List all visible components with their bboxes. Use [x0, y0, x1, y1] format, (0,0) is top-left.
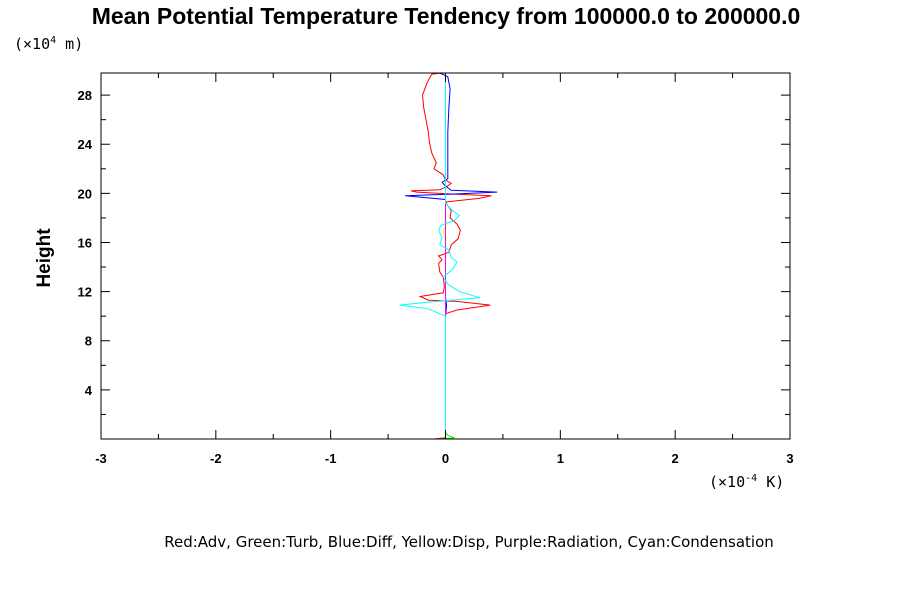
chart-title: Mean Potential Temperature Tendency from…: [92, 3, 801, 29]
y-tick-label: 16: [78, 235, 92, 250]
x-tick-label: -1: [325, 451, 337, 466]
y-tick-label: 24: [78, 137, 93, 152]
x-tick-label: 3: [786, 451, 793, 466]
series-line-turb: [440, 73, 455, 439]
y-tick-label: 8: [85, 334, 92, 349]
y-axis-label: Height: [34, 228, 55, 288]
plot-area: [400, 73, 498, 439]
y-tick-label: 28: [78, 88, 92, 103]
x-tick-label: 0: [442, 451, 449, 466]
x-axis-unit: (×10-4 K): [709, 473, 784, 491]
x-tick-label: 2: [672, 451, 679, 466]
y-tick-label: 20: [78, 186, 92, 201]
series-line-disp: [443, 73, 446, 439]
legend-text: Red:Adv, Green:Turb, Blue:Diff, Yellow:D…: [164, 533, 774, 551]
y-tick-label: 12: [78, 285, 92, 300]
y-tick-label: 4: [85, 383, 93, 398]
x-tick-label: -3: [95, 451, 107, 466]
y-axis-unit: (×104 m): [14, 35, 83, 53]
x-tick-label: 1: [557, 451, 564, 466]
x-tick-label: -2: [210, 451, 222, 466]
